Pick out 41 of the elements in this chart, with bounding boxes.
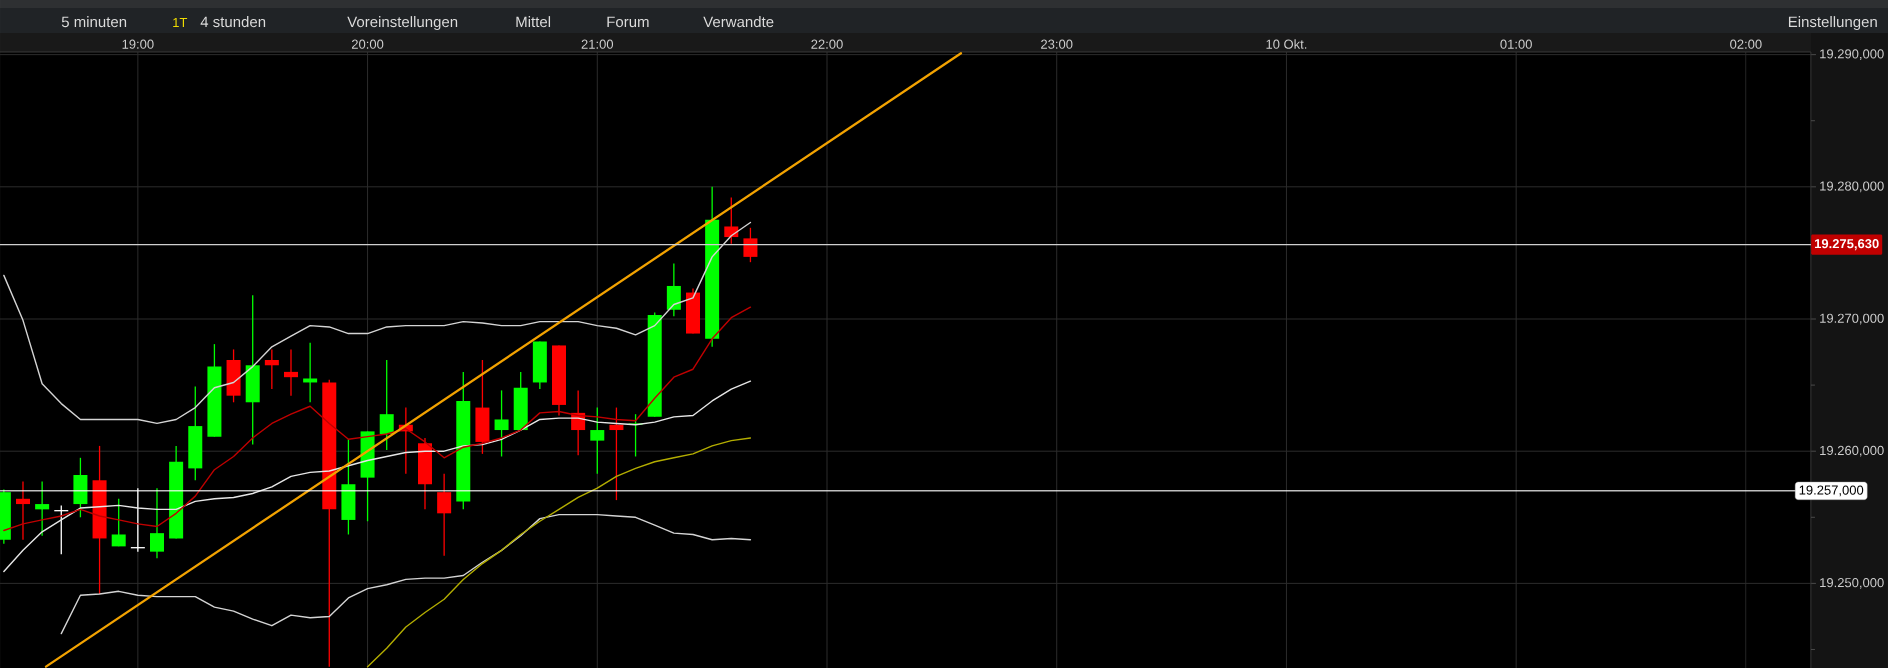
line-series (3, 306, 752, 532)
x-tick-label: 02:00 (1730, 39, 1762, 49)
candlestick (724, 196, 739, 245)
y-tick-label: 19.290,000 (1820, 49, 1884, 60)
line-series (3, 380, 752, 573)
x-tick-label: 21:00 (581, 39, 614, 49)
y-tick-label: 19.270,000 (1820, 313, 1884, 325)
x-tick-label: 10 Okt. (1266, 39, 1307, 49)
candlestick (590, 406, 605, 475)
candlestick (494, 389, 509, 458)
text: Voreinstellungen (347, 16, 458, 31)
text: Forum (607, 16, 649, 28)
candlestick (743, 227, 758, 263)
x-tick-label: 19:00 (122, 39, 154, 49)
text: Mittel (516, 16, 551, 28)
text: 5 minuten (61, 16, 127, 28)
candlestick (111, 498, 126, 548)
x-tick-label: 01:00 (1500, 39, 1532, 49)
candlestick (283, 348, 298, 397)
y-tick-label: 19.280,000 (1820, 181, 1884, 193)
x-tick-label: 23:00 (1041, 39, 1073, 49)
text: Einstellungen (1788, 16, 1877, 31)
candlestick (609, 406, 624, 501)
line-series (366, 437, 752, 668)
x-tick-label: 20:00 (351, 39, 384, 49)
candlestick (303, 342, 318, 403)
y-tick-label: 19.250,000 (1820, 578, 1884, 589)
x-tick-label: 22:00 (811, 39, 843, 49)
text: 4 stunden (200, 16, 266, 28)
candlestick (35, 480, 50, 537)
text: Verwandte (703, 16, 774, 28)
candlestick (264, 348, 279, 390)
candlestick (379, 359, 394, 451)
y-tick-label: 19.260,000 (1820, 445, 1884, 457)
ref-line-label: 19.275,630 (1814, 239, 1879, 251)
ref-line-label: 19.257,000 (1799, 485, 1864, 497)
candlestick (437, 473, 452, 557)
candlestick (666, 262, 681, 318)
candlestick (15, 480, 30, 541)
candlestick (149, 487, 164, 559)
text: 1T (173, 18, 188, 27)
